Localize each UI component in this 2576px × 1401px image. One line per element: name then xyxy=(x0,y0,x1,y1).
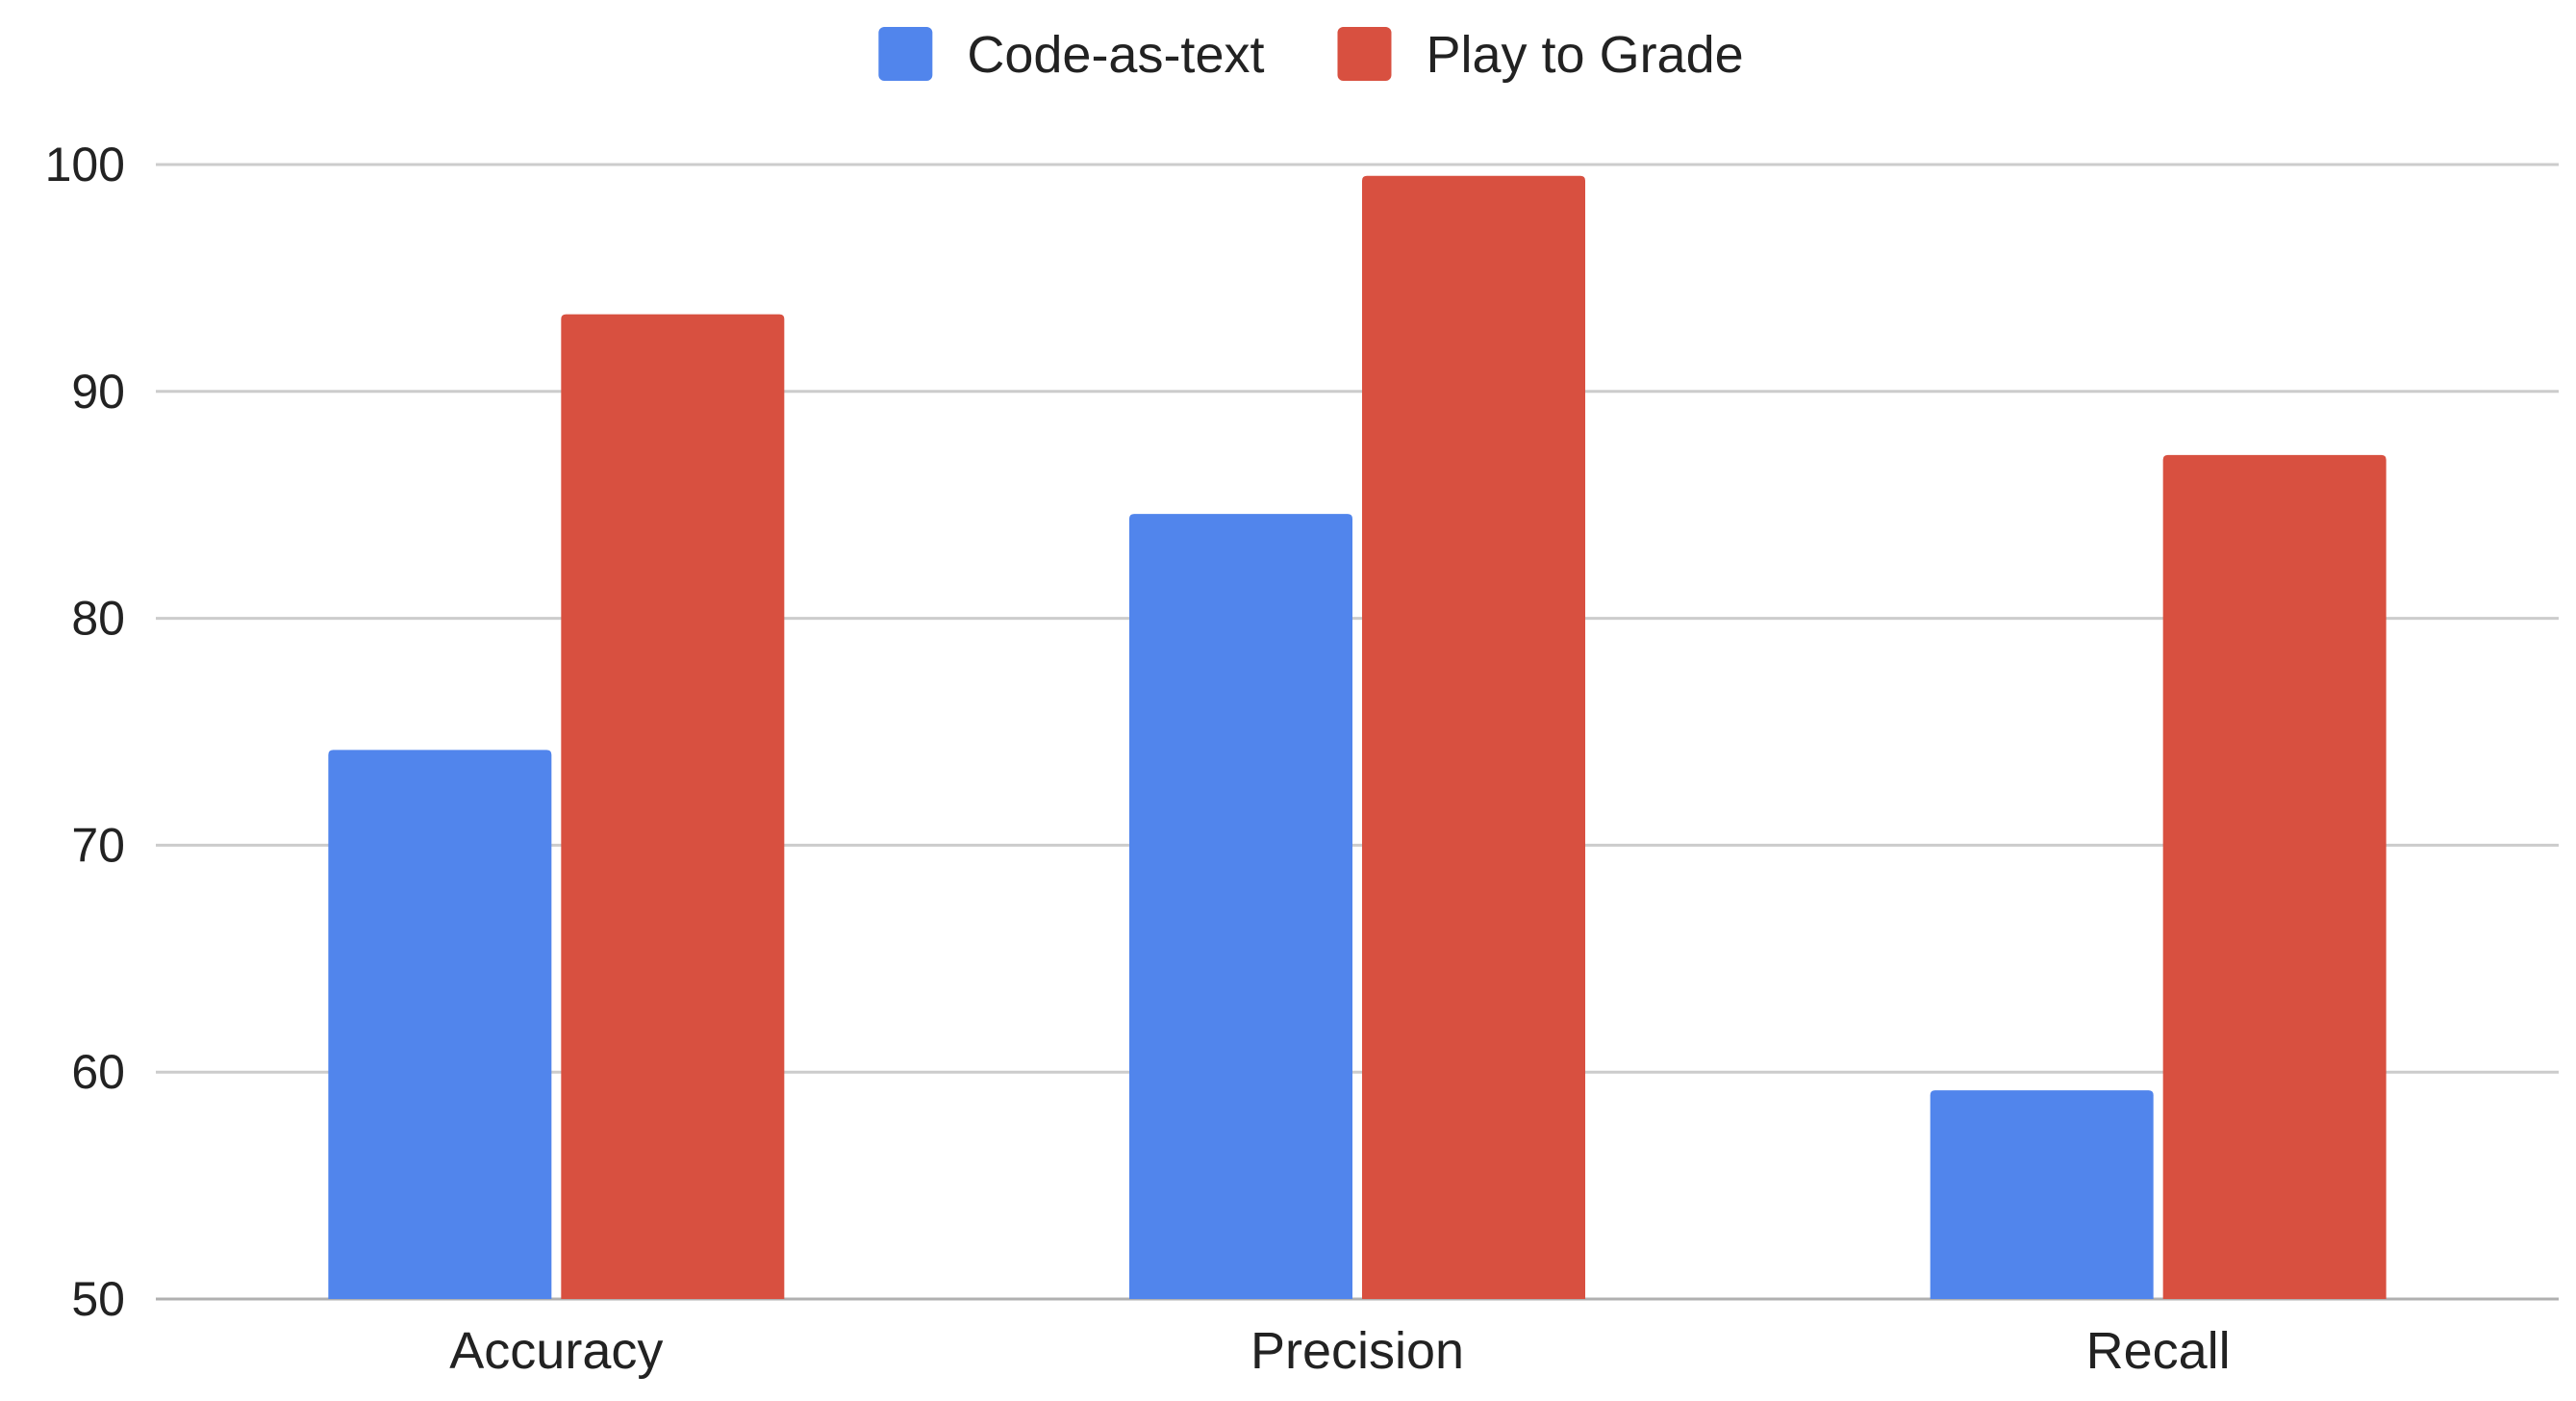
y-axis-ticks: 50 60 70 80 90 100 xyxy=(45,138,125,1326)
legend-label: Play to Grade xyxy=(1426,26,1743,84)
x-tick-label: Precision xyxy=(1250,1322,1464,1380)
bars xyxy=(328,175,2387,1300)
legend-swatch-code-as-text xyxy=(878,27,933,81)
legend-swatch-play-to-grade xyxy=(1337,27,1392,81)
y-tick-label: 60 xyxy=(71,1045,125,1099)
gridlines xyxy=(156,163,2559,1301)
legend: Code-as-text Play to Grade xyxy=(878,26,1744,84)
x-tick-label: Accuracy xyxy=(449,1322,663,1380)
bar-code-as-text-accuracy xyxy=(328,750,552,1299)
y-tick-label: 50 xyxy=(71,1272,125,1326)
bar-code-as-text-recall xyxy=(1930,1090,2154,1299)
bar-code-as-text-precision xyxy=(1129,514,1352,1299)
legend-label: Code-as-text xyxy=(967,26,1264,84)
y-tick-label: 70 xyxy=(71,818,125,872)
bar-play-to-grade-accuracy xyxy=(561,314,785,1299)
x-axis-labels: Accuracy Precision Recall xyxy=(449,1322,2230,1380)
bar-play-to-grade-precision xyxy=(1362,175,1585,1299)
y-tick-label: 80 xyxy=(71,592,125,646)
y-tick-label: 90 xyxy=(71,365,125,419)
bar-play-to-grade-recall xyxy=(2162,454,2387,1300)
y-tick-label: 100 xyxy=(45,138,125,191)
x-tick-label: Recall xyxy=(2086,1322,2231,1380)
